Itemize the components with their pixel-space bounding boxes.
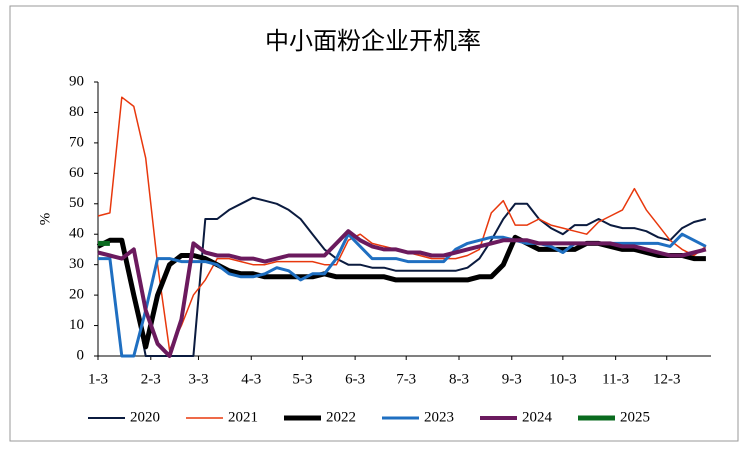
x-tick-label: 3-3 [188,371,208,387]
x-tick-label: 1-3 [88,371,108,387]
legend-label: 2021 [228,409,258,425]
y-tick-label: 30 [69,256,84,272]
x-tick-label: 2-3 [141,371,161,387]
y-tick-label: 20 [69,287,84,303]
chart-title: 中小面粉企业开机率 [265,27,481,55]
x-tick-label: 7-3 [396,371,416,387]
x-tick-label: 12-3 [653,371,681,387]
y-axis-label: % [37,213,53,226]
y-tick-label: 40 [69,226,84,242]
y-tick-label: 70 [69,134,84,150]
y-tick-label: 60 [69,165,84,181]
x-tick-label: 9-3 [502,371,522,387]
y-tick-label: 80 [69,104,84,120]
chart-frame [9,5,739,442]
y-tick-label: 10 [69,317,84,333]
legend-label: 2022 [326,409,356,425]
x-tick-label: 6-3 [345,371,365,387]
legend-label: 2023 [424,409,454,425]
x-tick-label: 4-3 [241,371,261,387]
y-tick-label: 0 [77,347,85,363]
legend-label: 2024 [522,409,553,425]
y-tick-label: 50 [69,195,84,211]
y-tick-label: 90 [69,73,84,89]
x-tick-label: 10-3 [549,371,577,387]
legend-label: 2020 [130,409,160,425]
x-tick-label: 8-3 [449,371,469,387]
series-line [97,229,707,358]
legend-label: 2025 [620,409,650,425]
x-tick-label: 5-3 [292,371,312,387]
x-tick-label: 11-3 [602,371,629,387]
